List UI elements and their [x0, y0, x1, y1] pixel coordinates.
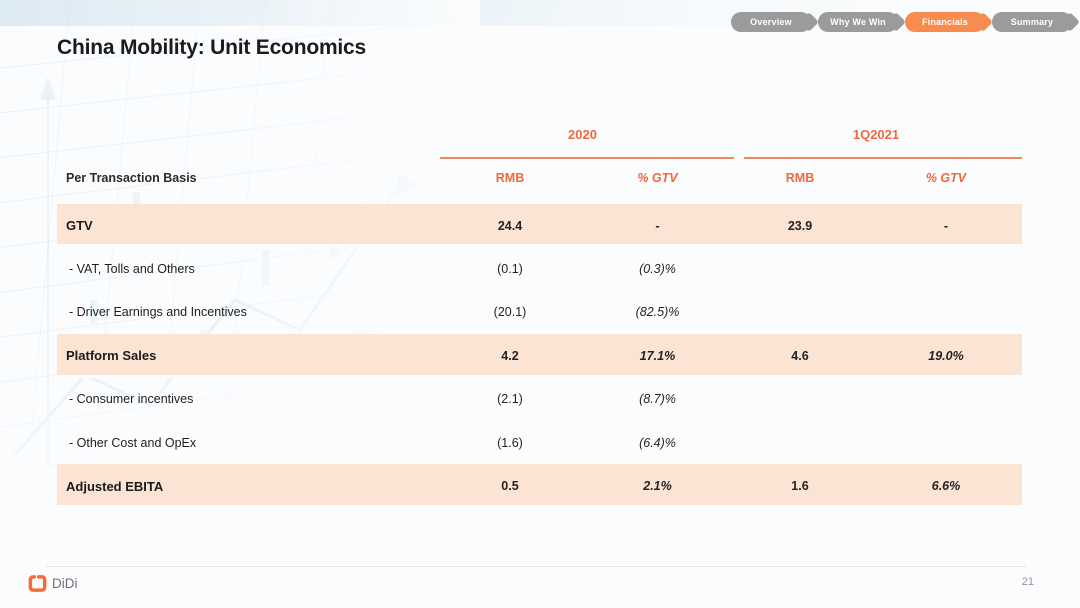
cell-gtv-2020: (8.7)% [639, 392, 676, 407]
cell-rmb-2020: 24.4 [497, 218, 523, 233]
col-header-rmb-1q2021: RMB [785, 171, 815, 185]
cell-gtv-1q2021: 19.0% [928, 348, 964, 363]
column-group-header-row: 2020 1Q2021 [57, 120, 1022, 148]
didi-logo: DiDi [28, 574, 78, 593]
page-number: 21 [1021, 576, 1034, 588]
row-header: Per Transaction Basis [66, 171, 197, 185]
tab-summary[interactable]: Summary [992, 12, 1072, 32]
cell-gtv-2020: 17.1% [639, 348, 676, 363]
tab-label: Overview [750, 17, 792, 27]
table-row-adjusted-ebita: Adjusted EBITA 0.5 2.1% 1.6 6.6% [57, 464, 1022, 508]
didi-wordmark: DiDi [52, 576, 78, 591]
cell-gtv-2020: (0.3)% [639, 262, 676, 277]
row-label: - Consumer incentives [69, 392, 194, 407]
cell-rmb-1q2021: 23.9 [787, 218, 813, 233]
cell-gtv-1q2021: - [943, 218, 949, 233]
table-row-vat: - VAT, Tolls and Others (0.1) (0.3)% [57, 247, 1022, 290]
column-group-1q2021: 1Q2021 [852, 126, 900, 142]
cell-rmb-2020: 4.2 [501, 348, 519, 363]
table-row-driver-earnings: - Driver Earnings and Incentives (20.1) … [57, 291, 1022, 334]
row-label: GTV [66, 218, 93, 234]
tab-why-we-win[interactable]: Why We Win [818, 12, 898, 32]
table-row-gtv: GTV 24.4 - 23.9 - [57, 204, 1022, 248]
cell-rmb-2020: 0.5 [501, 479, 519, 494]
tab-label: Financials [921, 17, 968, 27]
cell-rmb-2020: (1.6) [497, 435, 523, 450]
column-group-2020: 2020 [568, 126, 597, 142]
cell-rmb-1q2021: 1.6 [791, 479, 809, 494]
cell-gtv-2020: 2.1% [643, 479, 672, 494]
tab-overview[interactable]: Overview [731, 12, 811, 32]
table-row-other-cost-opex: - Other Cost and OpEx (1.6) (6.4)% [57, 421, 1022, 464]
table-row-consumer-incentives: - Consumer incentives (2.1) (8.7)% [57, 378, 1022, 421]
row-label: Adjusted EBITA [66, 478, 164, 494]
row-label: - Other Cost and OpEx [69, 435, 197, 450]
cell-gtv-2020: (82.5)% [635, 305, 680, 320]
cell-rmb-2020: (0.1) [497, 262, 523, 277]
col-header-gtv-1q2021: % GTV [925, 171, 967, 185]
cell-rmb-2020: (20.1) [493, 305, 527, 320]
row-label: - Driver Earnings and Incentives [69, 305, 247, 320]
page-title: China Mobility: Unit Economics [57, 36, 367, 59]
cell-gtv-2020: (6.4)% [639, 435, 676, 450]
row-label: - VAT, Tolls and Others [69, 262, 195, 277]
footer-divider [46, 566, 1026, 567]
tab-financials[interactable]: Financials [905, 12, 985, 32]
cell-rmb-1q2021: 4.6 [791, 348, 809, 363]
cell-rmb-2020: (2.1) [497, 392, 523, 407]
didi-logo-icon [28, 575, 47, 592]
col-header-gtv-2020: % GTV [637, 171, 678, 185]
group-underline-1q2021 [744, 157, 1022, 159]
tab-label: Summary [1010, 17, 1054, 27]
unit-economics-table: 2020 1Q2021 Per Transaction Basis RMB % … [57, 120, 1022, 508]
nav-tabs: Overview Why We Win Financials Summary [731, 12, 1072, 32]
column-header-row: Per Transaction Basis RMB % GTV RMB % GT… [57, 160, 1022, 196]
tab-label: Why We Win [830, 17, 886, 27]
row-label: Platform Sales [66, 348, 157, 364]
cell-gtv-1q2021: 6.6% [931, 479, 961, 494]
col-header-rmb-2020: RMB [495, 171, 525, 185]
cell-gtv-2020: - [655, 218, 660, 233]
table-row-platform-sales: Platform Sales 4.2 17.1% 4.6 19.0% [57, 334, 1022, 378]
table-body: GTV 24.4 - 23.9 - - VAT, Tolls and Other… [57, 204, 1022, 508]
group-underline-2020 [440, 157, 734, 159]
